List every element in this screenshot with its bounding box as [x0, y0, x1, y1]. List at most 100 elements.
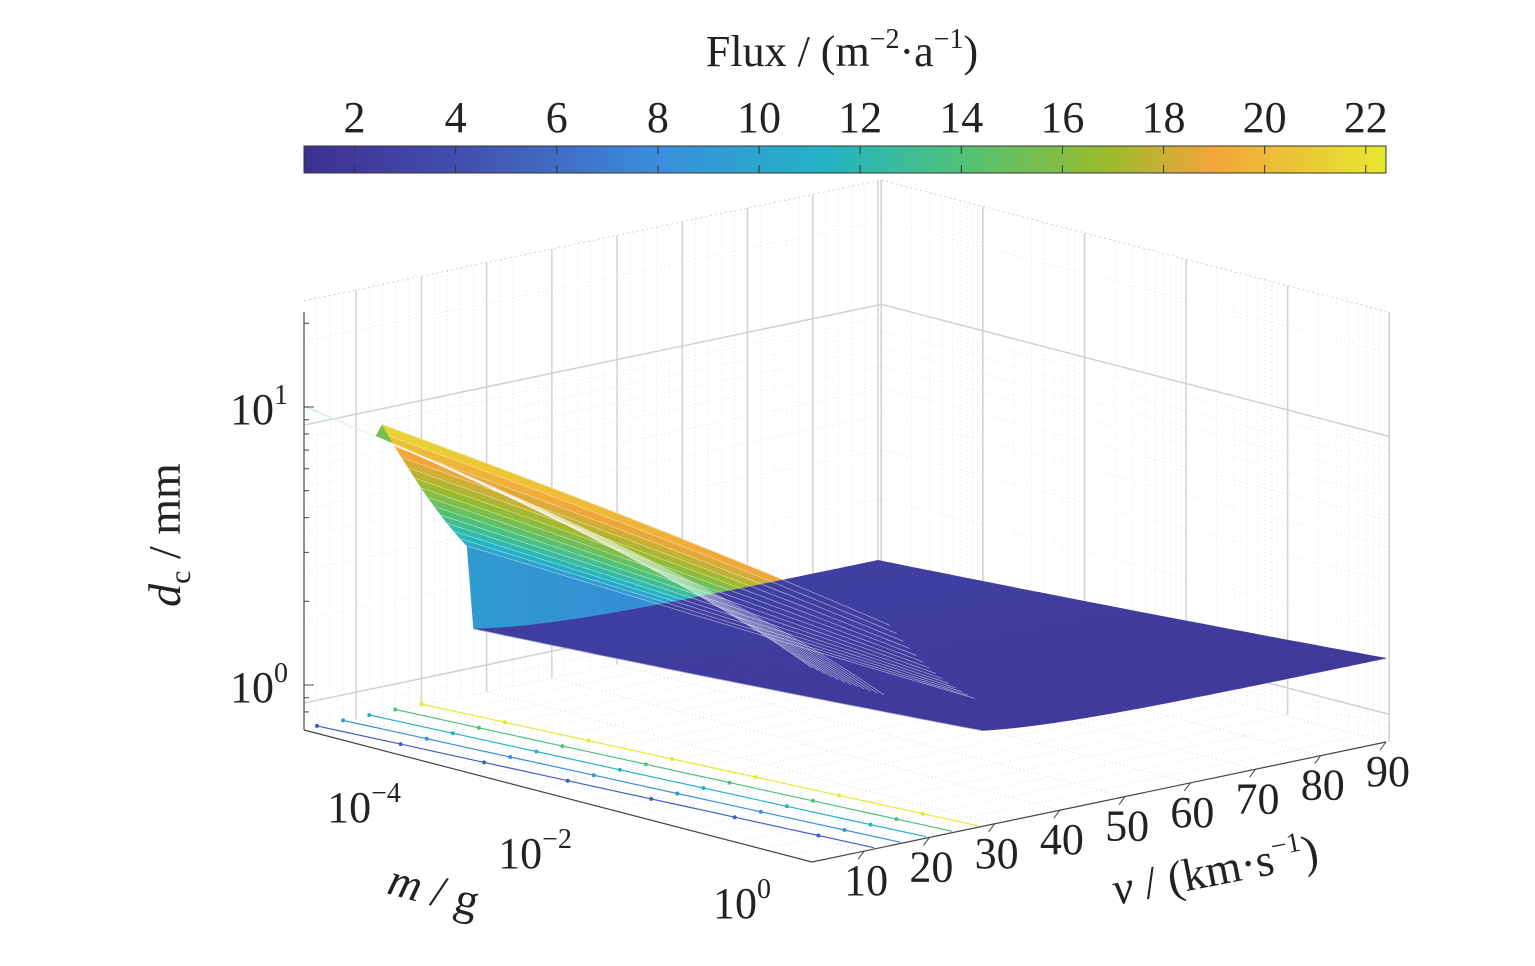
floor-contour-line — [395, 708, 953, 832]
v-tick-label: 60 — [1170, 788, 1214, 837]
grid-line — [303, 347, 1390, 480]
colorbar-tick-label: 6 — [546, 93, 568, 142]
colorbar-tick-label: 22 — [1344, 93, 1388, 142]
grid-line — [303, 303, 1390, 438]
surface-mesh-line — [421, 487, 930, 669]
v-tick-label: 30 — [975, 829, 1019, 878]
floor-contour-marker — [701, 786, 706, 790]
floor-contour-marker — [643, 762, 648, 767]
surface-mesh-line — [447, 523, 956, 689]
floor-contour-marker — [816, 833, 821, 838]
floor-contour-marker — [534, 749, 539, 754]
floor-contour-marker — [482, 760, 487, 765]
v-tick-label: 80 — [1301, 761, 1345, 810]
floor-contour-marker — [393, 707, 398, 712]
surface-mesh-line — [427, 497, 937, 674]
floor-contour-marker — [450, 731, 455, 736]
floor-contour-marker — [591, 773, 596, 778]
v-tick-mark — [1118, 796, 1126, 805]
floor-contour-marker — [784, 804, 789, 809]
surface-mesh-line — [453, 531, 963, 693]
floor-contour-marker — [894, 817, 899, 822]
floor-contour-marker — [617, 767, 622, 772]
m-axis-line — [303, 729, 813, 863]
grid-line — [356, 718, 865, 852]
floor-contour-marker — [842, 828, 847, 832]
v-axis-line — [811, 741, 1387, 863]
surface-mesh-line — [414, 477, 924, 663]
grid-line — [303, 365, 1390, 499]
floor-contour-marker — [649, 796, 654, 801]
v-tick-mark — [857, 850, 865, 860]
colorbar-tick-label: 20 — [1243, 93, 1287, 142]
floor-contour-marker — [560, 744, 565, 749]
surface-mesh-line — [401, 457, 910, 649]
colorbar-label: Flux / (m−2·a−1) — [706, 24, 978, 76]
z-tick-1: 100 — [230, 658, 288, 712]
surface — [303, 405, 1387, 731]
floor-contour-marker — [565, 778, 570, 783]
floor-contour-marker — [476, 725, 481, 730]
surface-mesh-line — [395, 446, 904, 642]
m-tick-1e-4: 10−4 — [327, 778, 401, 832]
z-tick-10: 101 — [230, 380, 288, 434]
floor-contour-line — [421, 703, 979, 827]
floor-contour-marker — [367, 713, 372, 717]
floor-contour-marker — [502, 720, 507, 725]
v-tick-mark — [923, 837, 930, 846]
floor-contour-marker — [811, 798, 815, 803]
v-tick-label: 50 — [1105, 802, 1149, 851]
v-tick-mark — [988, 823, 996, 833]
v-tick-mark — [1249, 768, 1256, 778]
colorbar-label-main: Flux / (m — [706, 27, 870, 76]
v-tick-mark — [1314, 755, 1322, 764]
colorbar-ticks: 2 4 6 8 10 12 14 16 18 20 22 — [344, 93, 1388, 173]
surface-mesh-line — [460, 538, 969, 696]
floor-contour-marker — [508, 755, 513, 759]
floor-contour-marker — [398, 742, 403, 747]
floor-contour-marker — [753, 775, 758, 780]
v-tick-mark — [1183, 782, 1191, 792]
floor-contour-marker — [341, 718, 346, 723]
v-tick-label: 90 — [1366, 747, 1410, 796]
floor-contour-marker — [732, 815, 737, 820]
floor-contour-line — [369, 714, 927, 838]
m-axis-label: m / g — [383, 853, 485, 926]
grid-line — [303, 179, 1390, 313]
floor-contour-marker — [868, 822, 873, 827]
z-axis-label: dc / mm — [139, 463, 197, 607]
surface-mesh-line — [473, 628, 982, 731]
grid-line — [735, 721, 1314, 843]
surface-patch — [1369, 656, 1387, 660]
colorbar-label-end: ) — [963, 27, 978, 76]
grid-line — [303, 594, 1390, 728]
floor-contour-marker — [727, 780, 732, 785]
m-axis: 10−4 10−2 100 m / g — [303, 729, 813, 928]
v-tick-label: 20 — [909, 842, 953, 891]
surface-mesh-line — [382, 424, 891, 626]
colorbar-label-mid: ·a — [899, 27, 933, 76]
floor-contour-marker — [920, 811, 925, 816]
v-tick-label: 40 — [1040, 815, 1084, 864]
colorbar-tick-label: 16 — [1040, 93, 1084, 142]
v-tick-label: 70 — [1236, 774, 1280, 823]
floor-contour-line — [342, 719, 901, 843]
colorbar-tick-label: 12 — [838, 93, 882, 142]
z-axis: 101 100 dc / mm — [139, 312, 314, 730]
v-tick-mark — [1379, 741, 1387, 751]
colorbar-tick-label: 8 — [647, 93, 669, 142]
surface-mesh-line — [408, 467, 917, 656]
floor-contour-marker — [837, 793, 842, 798]
floor-contour-marker — [586, 738, 591, 743]
colorbar-label-sup2: −1 — [934, 24, 964, 55]
colorbar-tick-label: 2 — [344, 93, 366, 142]
v-tick-mark — [1053, 809, 1061, 819]
floor-contour-line — [316, 725, 875, 849]
floor-contour-marker — [670, 756, 674, 761]
colorbar-bar — [303, 145, 1387, 174]
grid-line — [303, 220, 1390, 354]
colorbar-label-sup1: −2 — [870, 24, 900, 55]
colorbar-tick-label: 4 — [445, 93, 467, 142]
grid-line — [421, 704, 930, 838]
